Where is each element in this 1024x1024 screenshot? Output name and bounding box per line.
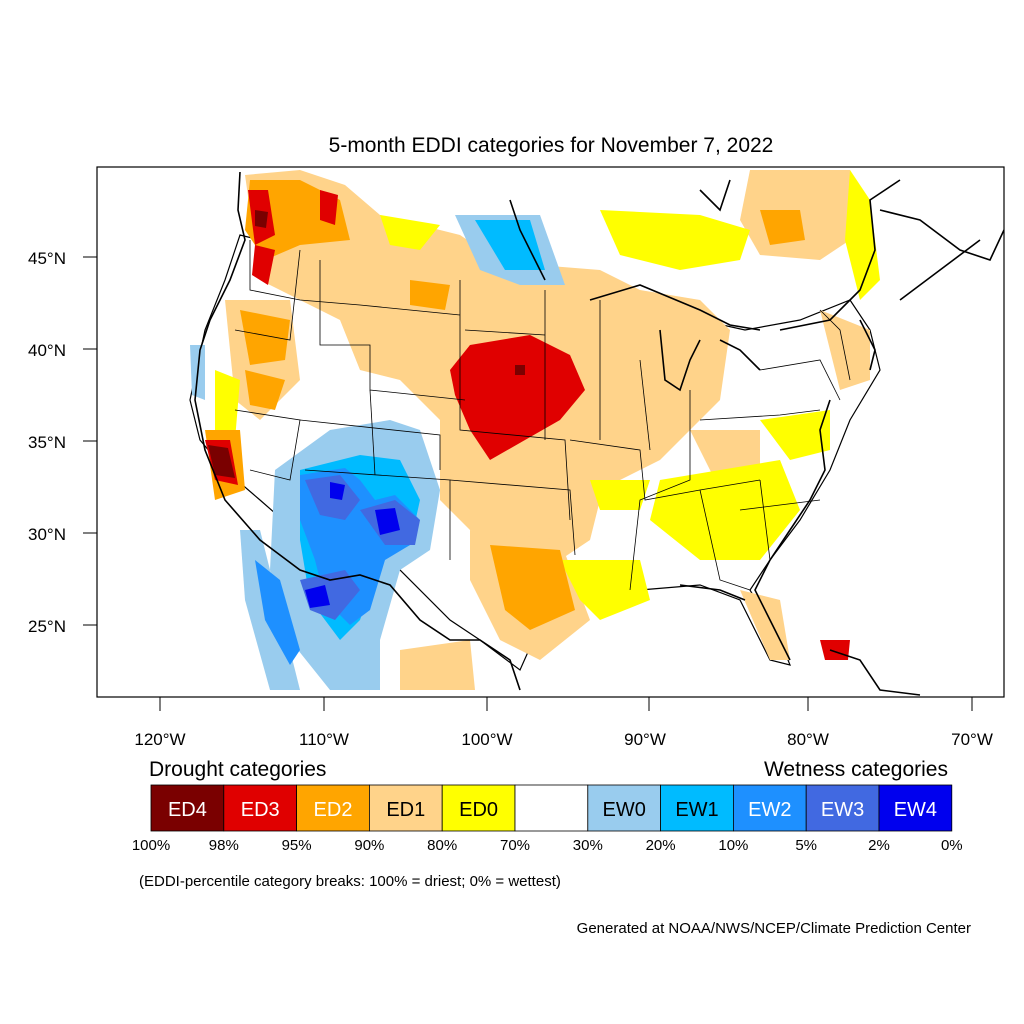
lat-label: 45°N	[28, 249, 66, 268]
map-title: 5-month EDDI categories for November 7, …	[329, 134, 774, 157]
break-label: 10%	[718, 837, 748, 854]
coastline	[194, 171, 1004, 696]
map-frame	[96, 166, 1005, 698]
legend-swatch	[733, 784, 807, 832]
legend-swatch	[368, 784, 443, 832]
legend-label: EW3	[821, 799, 864, 821]
drought-heading: Drought categories	[149, 758, 326, 781]
legend-swatch	[660, 784, 734, 832]
lat-label: 30°N	[28, 525, 66, 544]
lon-label: 90°W	[624, 730, 666, 749]
legend-swatch	[223, 784, 298, 832]
wetness-heading: Wetness categories	[764, 758, 948, 781]
break-labels: 100% 98% 95% 90% 80% 70% 30% 20% 10% 5% 2% 0%	[132, 837, 963, 854]
longitude-axis: 120°W 110°W 100°W 90°W 80°W 70°W	[134, 697, 993, 749]
legend-swatch	[514, 784, 589, 832]
legend-swatch	[150, 784, 225, 832]
lon-label: 70°W	[951, 730, 993, 749]
legend-label: ED4	[168, 799, 207, 821]
ed0-regions	[215, 170, 880, 620]
legend-swatch	[441, 784, 516, 832]
legend-swatch	[296, 784, 370, 832]
break-label: 90%	[354, 837, 384, 854]
break-label: 95%	[282, 837, 312, 854]
credit-text: Generated at NOAA/NWS/NCEP/Climate Predi…	[577, 920, 971, 937]
legend-label: ED3	[241, 799, 280, 821]
ed4-regions	[208, 210, 525, 478]
break-label: 2%	[868, 837, 890, 854]
map-area	[96, 166, 1005, 698]
lon-label: 100°W	[461, 730, 512, 749]
legend-label: ED2	[314, 799, 353, 821]
break-label: 70%	[500, 837, 530, 854]
legend-swatch	[878, 784, 953, 832]
lat-label: 40°N	[28, 341, 66, 360]
category-legend: ED4 ED3 ED2 ED1 ED0 EW0 EW1 EW2 EW3 EW4	[150, 784, 953, 832]
break-label: 30%	[573, 837, 603, 854]
legend-label: EW0	[603, 799, 646, 821]
legend-label: ED1	[386, 799, 425, 821]
break-label: 100%	[132, 837, 170, 854]
legend-label: ED0	[459, 799, 498, 821]
break-label: 5%	[795, 837, 817, 854]
lon-label: 120°W	[134, 730, 185, 749]
state-boundaries	[234, 240, 851, 591]
category-note: (EDDI-percentile category breaks: 100% =…	[139, 873, 561, 890]
break-label: 98%	[209, 837, 239, 854]
legend-swatch	[805, 784, 880, 832]
legend-swatch	[587, 784, 661, 832]
lat-label: 35°N	[28, 433, 66, 452]
lon-label: 80°W	[787, 730, 829, 749]
break-label: 20%	[646, 837, 676, 854]
lon-label: 110°W	[299, 730, 349, 749]
legend-label: EW1	[675, 799, 718, 821]
ew4-regions	[305, 482, 400, 608]
break-label: 80%	[427, 837, 457, 854]
latitude-axis: 45°N 40°N 35°N 30°N 25°N	[28, 249, 97, 636]
legend-label: EW2	[748, 799, 791, 821]
legend-label: EW4	[894, 799, 937, 821]
break-label: 0%	[941, 837, 963, 854]
lat-label: 25°N	[28, 617, 66, 636]
